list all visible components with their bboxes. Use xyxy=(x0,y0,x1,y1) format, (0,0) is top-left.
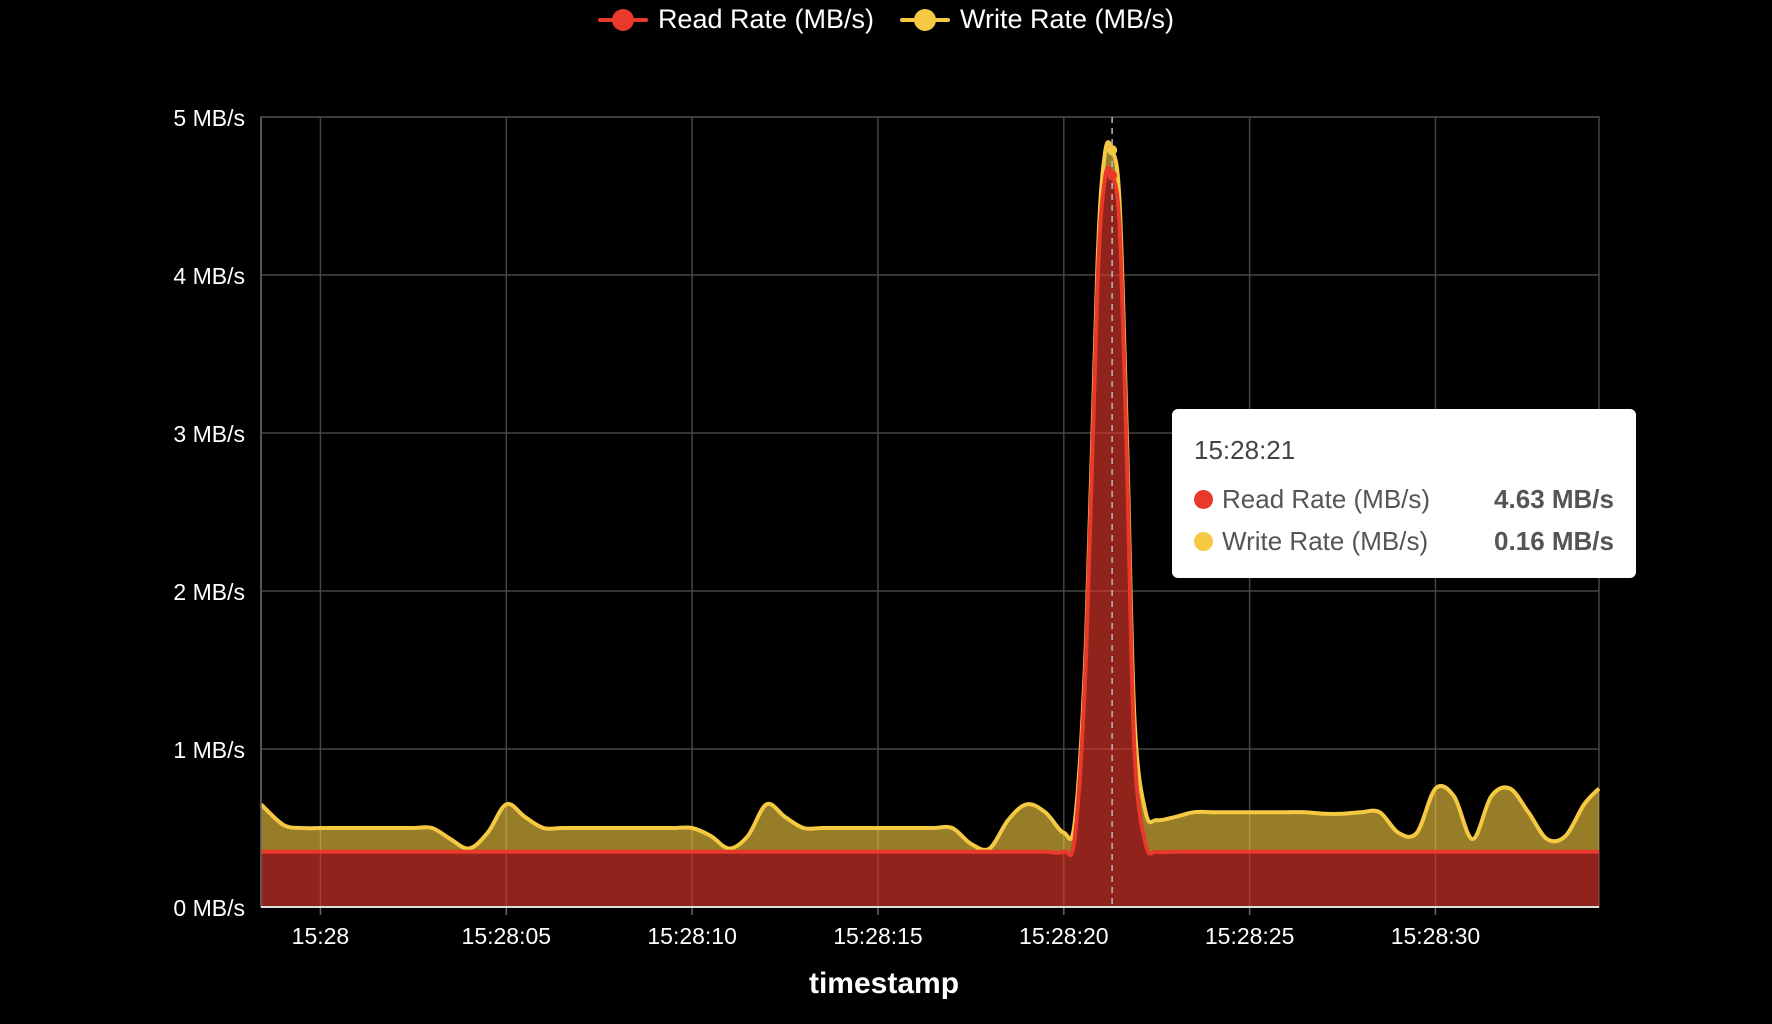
y-tick-label: 0 MB/s xyxy=(173,895,245,921)
chart-axes: 0 MB/s 1 MB/s 2 MB/s 3 MB/s 4 MB/s 5 MB/s 15:2… xyxy=(173,105,1599,949)
tooltip-series-value: 4.63 MB/s xyxy=(1494,483,1614,514)
y-tick-label: 3 MB/s xyxy=(173,421,245,447)
x-tick-label: 15:28:15 xyxy=(833,923,923,949)
x-tick-label: 15:28:25 xyxy=(1205,923,1295,949)
tooltip-dot-read-rate xyxy=(1194,489,1213,509)
tooltip-series-name: Read Rate (MB/s) xyxy=(1222,483,1431,514)
y-tick-label: 1 MB/s xyxy=(173,737,245,763)
x-tick-label: 15:28 xyxy=(292,923,350,949)
legend-marker-read-rate xyxy=(597,5,648,35)
tooltip-series-value: 0.16 MB/s xyxy=(1494,525,1614,556)
legend-label-read-rate: Read Rate (MB/s) xyxy=(657,4,875,34)
tooltip-timestamp: 15:28:21 xyxy=(1194,435,1296,465)
hover-tooltip: 15:28:21 Read Rate (MB/s) 4.63 MB/s Writ… xyxy=(1172,409,1636,578)
x-tick-label: 15:28:10 xyxy=(647,923,737,949)
legend-item-read-rate[interactable]: Read Rate (MB/s) xyxy=(597,4,875,35)
legend-marker-write-rate xyxy=(900,5,951,35)
line-read-rate xyxy=(261,165,1599,858)
x-tick-label: 15:28:30 xyxy=(1391,923,1481,949)
tooltip-dot-write-rate xyxy=(1194,531,1213,551)
y-tick-label: 5 MB/s xyxy=(173,105,245,131)
x-axis-title: timestamp xyxy=(809,967,959,1000)
hover-point-read-rate xyxy=(1107,170,1118,181)
y-tick-label: 4 MB/s xyxy=(173,263,245,289)
legend-label-write-rate: Write Rate (MB/s) xyxy=(960,4,1175,34)
tooltip-series-name: Write Rate (MB/s) xyxy=(1222,525,1429,556)
hover-point-write-rate xyxy=(1107,145,1118,156)
legend-item-write-rate[interactable]: Write Rate (MB/s) xyxy=(900,4,1174,35)
chart-legend: Read Rate (MB/s) Write Rate (MB/s) xyxy=(0,4,1772,35)
x-tick-label: 15:28:20 xyxy=(1019,923,1109,949)
y-tick-label: 2 MB/s xyxy=(173,579,245,605)
chart-series xyxy=(259,117,1601,907)
tooltip-row-read-rate: Read Rate (MB/s) 4.63 MB/s xyxy=(1194,478,1614,520)
line-write-rate xyxy=(259,140,1601,852)
tooltip-row-write-rate: Write Rate (MB/s) 0.16 MB/s xyxy=(1194,520,1614,562)
x-tick-label: 15:28:05 xyxy=(462,923,552,949)
